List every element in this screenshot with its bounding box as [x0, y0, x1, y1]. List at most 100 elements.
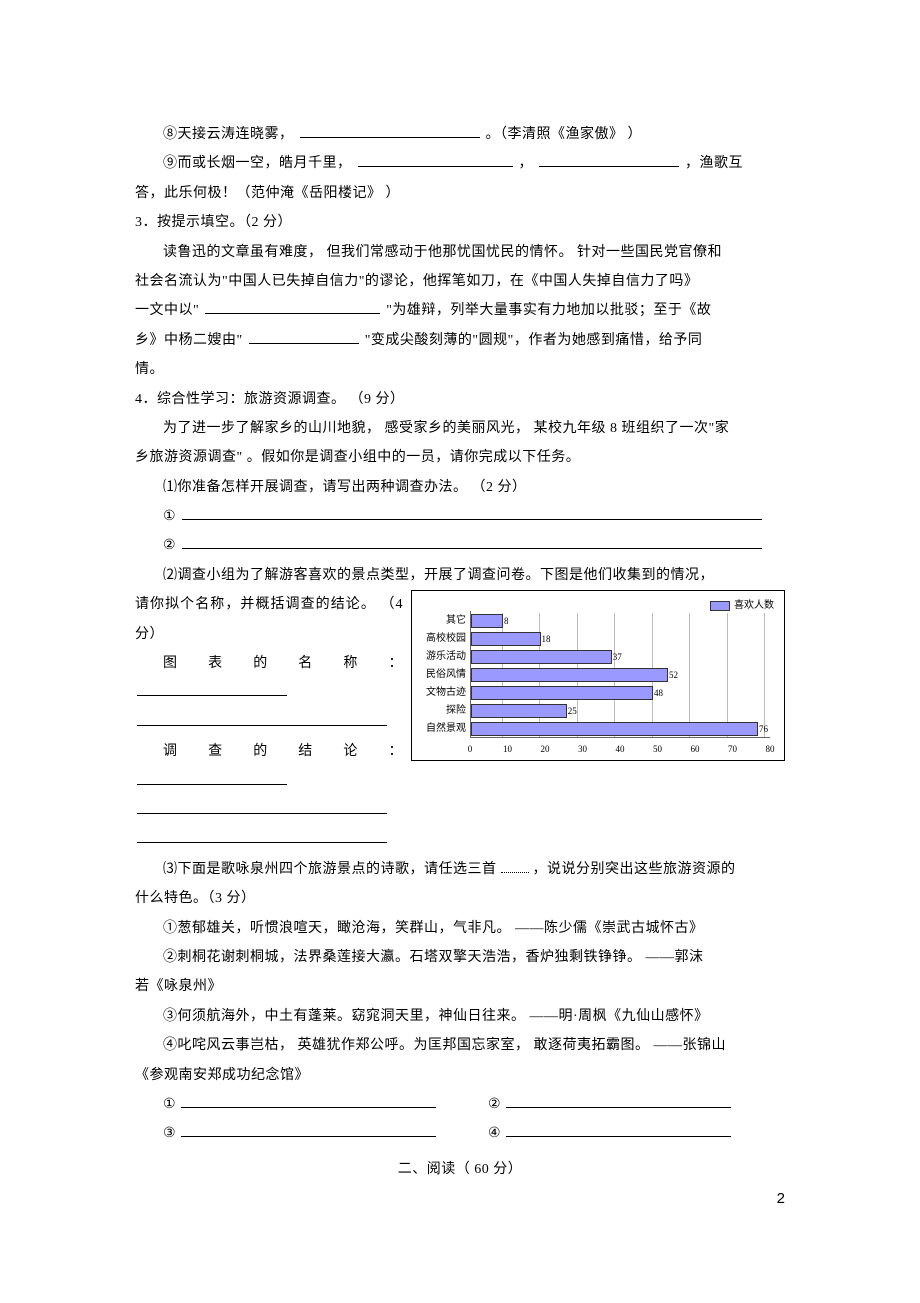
blank-ans3[interactable] [181, 1122, 436, 1137]
axis-tick: 0 [468, 740, 473, 759]
chart-bar-row: 自然景观76 [418, 719, 778, 737]
bar [471, 722, 758, 736]
chart-bar-row: 游乐活动37 [418, 647, 778, 665]
circled-2b: ② [488, 1097, 501, 1112]
blank-conclusion1[interactable] [137, 770, 287, 785]
document-page: ⑧天接云涛连晓雾， 。（李清照《渔家傲》 ） ⑨而或长烟一空，皓月千里， ， ，… [0, 0, 920, 1244]
bar-track: 52 [470, 665, 778, 683]
chart-bar-row: 其它8 [418, 611, 778, 629]
bar-chart: 喜欢人数 其它8高校校园18游乐活动37民俗风情52文物古迹48探险25自然景观… [411, 590, 785, 761]
q4-sub3c: 什么特色。（3 分） [135, 884, 785, 913]
circled-1b: ① [163, 1097, 176, 1112]
chart-bar-row: 高校校园18 [418, 629, 778, 647]
q4-sub2b: 请你拟个名称，并概括调查的结论。 （4 分） [135, 590, 403, 649]
bar [471, 704, 567, 718]
axis-tick: 60 [691, 740, 700, 759]
axis-tick: 50 [653, 740, 662, 759]
q3-line4: 乡》中杨二嫂由" "变成尖酸刻薄的"圆规"，作者为她感到痛惜，给予同 [135, 326, 785, 355]
q8-suffix: 。（李清照《渔家傲》 ） [486, 127, 643, 142]
axis-tick: 20 [541, 740, 550, 759]
poem-4a: ④叱咤风云事岂枯， 英雄犹作郑公呼。为匡邦国忘家室， 敢逐荷夷拓霸图。 ——张锦… [135, 1031, 785, 1060]
q9-prefix: ⑨而或长烟一空，皓月千里， [163, 156, 352, 171]
q4-blank1: ① [135, 502, 785, 531]
bar-track: 37 [470, 647, 778, 665]
axis-tick: 70 [728, 740, 737, 759]
dotted-underline [501, 858, 529, 873]
q8-prefix: ⑧天接云涛连晓雾， [163, 127, 294, 142]
axis-tick: 30 [578, 740, 587, 759]
fill-item-8: ⑧天接云涛连晓雾， 。（李清照《渔家傲》 ） [135, 120, 785, 149]
chart-bar-row: 民俗风情52 [418, 665, 778, 683]
bar-track: 8 [470, 611, 778, 629]
axis-tick: 40 [616, 740, 625, 759]
bar [471, 632, 541, 646]
axis-tick: 10 [503, 740, 512, 759]
blank-ans4[interactable] [506, 1122, 731, 1137]
q4-line2: 乡旅游资源调查" 。假如你是调查小组中的一员，请你完成以下任务。 [135, 443, 785, 472]
circled-2: ② [163, 538, 176, 553]
conclusion-row2 [135, 796, 403, 825]
blank-method2[interactable] [182, 534, 762, 549]
blank-conclusion2[interactable] [137, 799, 387, 814]
bar-track: 48 [470, 683, 778, 701]
question-3-heading: 3．按提示填空。（2 分） [135, 208, 785, 237]
category-label: 自然景观 [418, 718, 470, 739]
chart-name-row2 [135, 708, 403, 737]
q9-continuation: 答，此乐何极！（范仲淹《岳阳楼记》 ） [135, 179, 785, 208]
circled-4: ④ [488, 1126, 501, 1141]
blank-chart-name[interactable] [137, 681, 287, 696]
q3-line2: 社会名流认为"中国人已失掉自信力"的谬论，他挥笔如刀，在《中国人失掉自信力了吗》 [135, 267, 785, 296]
section-2-heading: 二、阅读（ 60 分） [135, 1155, 785, 1184]
chart-rows: 其它8高校校园18游乐活动37民俗风情52文物古迹48探险25自然景观76 [418, 611, 778, 737]
bar [471, 614, 503, 628]
blank-q9b[interactable] [539, 152, 679, 167]
chart-name-label: 图表的名称： [163, 656, 403, 671]
blank-q9a[interactable] [358, 152, 513, 167]
q4-sub1: ⑴你准备怎样开展调查，请写出两种调查办法。 （2 分） [135, 473, 785, 502]
fill-item-9: ⑨而或长烟一空，皓月千里， ， ，渔歌互 [135, 149, 785, 178]
blank-ans2[interactable] [506, 1093, 731, 1108]
poem-2b: 若《咏泉州》 [135, 972, 785, 1001]
legend-swatch [710, 601, 730, 611]
q3-4a: 乡》中杨二嫂由" [135, 333, 243, 348]
conclusion-label: 调查的结论： [163, 744, 403, 759]
chart-question-row: 请你拟个名称，并概括调查的结论。 （4 分） 图表的名称： 调查的结论： [135, 590, 785, 855]
bar-track: 25 [470, 701, 778, 719]
circled-1: ① [163, 509, 176, 524]
blank-chart-name2[interactable] [137, 711, 387, 726]
answer-row-12: ① ② [135, 1090, 785, 1119]
q3-4b: "变成尖酸刻薄的"圆规"，作者为她感到痛惜，给予同 [365, 333, 703, 348]
poem-2a: ②刺桐花谢刺桐城，法界桑莲接大瀛。石塔双擎天浩浩，香炉独剩铁铮铮。 ——郭沫 [135, 943, 785, 972]
poem-4b: 《参观南安郑成功纪念馆》 [135, 1061, 785, 1090]
blank-q8[interactable] [300, 123, 480, 138]
blank-ans1[interactable] [181, 1093, 436, 1108]
answer-row-34: ③ ④ [135, 1119, 785, 1148]
bar-track: 18 [470, 629, 778, 647]
bar [471, 686, 653, 700]
blank-method1[interactable] [182, 505, 762, 520]
q4-sub2: ⑵调查小组为了解游客喜欢的景点类型，开展了调查问卷。下图是他们收集到的情况， [135, 561, 785, 590]
chart-name-row: 图表的名称： [135, 649, 403, 708]
q4-s3b: ，说说分别突出这些旅游资源的 [533, 862, 736, 877]
q3-3b: "为雄辩，列举大量事实有力地加以批驳；至于《故 [386, 303, 711, 318]
q9-comma: ， [519, 156, 534, 171]
question-4-heading: 4．综合性学习：旅游资源调查。 （9 分） [135, 385, 785, 414]
q3-line1: 读鲁迅的文章虽有难度， 但我们常感动于他那忧国忧民的情怀。 针对一些国民党官僚和 [135, 238, 785, 267]
bar-track: 76 [470, 719, 778, 737]
q3-line5: 情。 [135, 355, 785, 384]
q4-sub3: ⑶下面是歌咏泉州四个旅游景点的诗歌，请任选三首 ，说说分别突出这些旅游资源的 [135, 855, 785, 884]
axis-tick: 80 [766, 740, 775, 759]
q4-s3a: ⑶下面是歌咏泉州四个旅游景点的诗歌，请任选三首 [163, 862, 497, 877]
chart-bar-row: 文物古迹48 [418, 683, 778, 701]
chart-x-axis: 01020304050607080 [470, 737, 770, 754]
blank-q3a[interactable] [205, 299, 380, 314]
blank-conclusion3[interactable] [137, 828, 387, 843]
page-number: 2 [777, 1183, 785, 1215]
conclusion-row3 [135, 825, 403, 854]
poem-1: ①葱郁雄关，听惯浪喧天，瞰沧海，笑群山，气非凡。 ——陈少儒《崇武古城怀古》 [135, 914, 785, 943]
blank-q3b[interactable] [249, 329, 359, 344]
circled-3: ③ [163, 1126, 176, 1141]
q9-tail: ，渔歌互 [685, 156, 743, 171]
conclusion-row: 调查的结论： [135, 737, 403, 796]
q4-blank2: ② [135, 531, 785, 560]
